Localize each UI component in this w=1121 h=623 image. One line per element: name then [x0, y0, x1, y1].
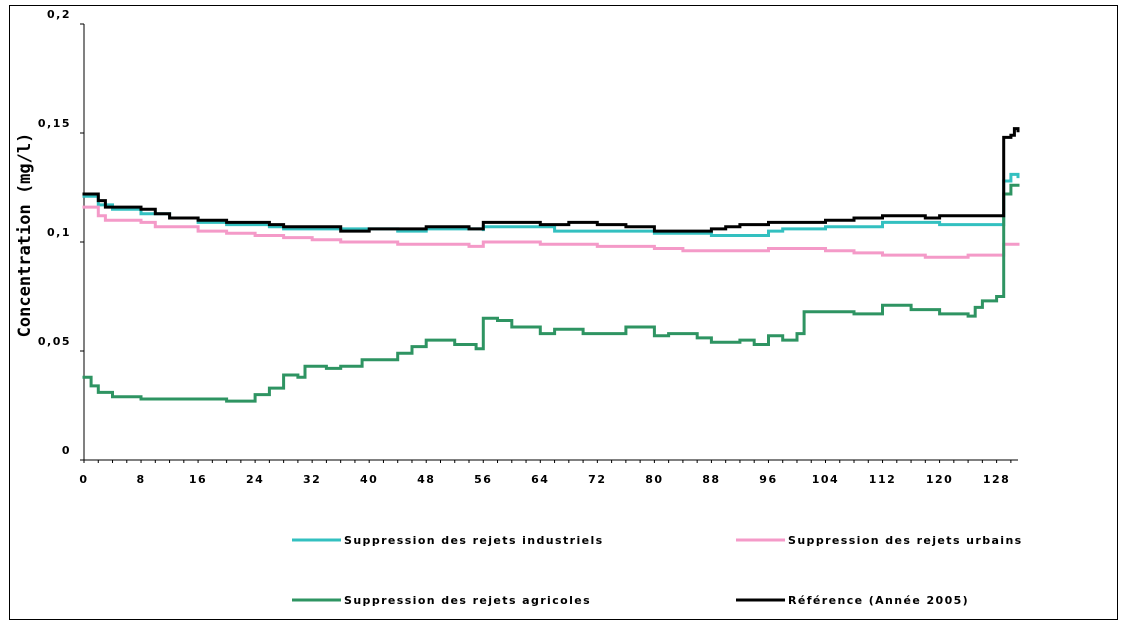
x-tick-label: 96 — [759, 473, 777, 486]
x-tick-label: 56 — [474, 473, 492, 486]
axes: 0 0,05 0,1 0,15 0,2 0 8 16 24 32 40 48 56 64 72 80 88 96 1… — [38, 8, 1018, 486]
y-tick-label: 0,05 — [38, 335, 71, 348]
legend: Suppression des rejets industriels Suppre… — [292, 534, 1023, 607]
x-tick-label: 8 — [136, 473, 145, 486]
y-tick-label: 0,1 — [47, 226, 71, 239]
y-axis-title: Concentration (mg/l) — [15, 133, 35, 338]
x-tick-label: 72 — [588, 473, 606, 486]
x-tick-label: 32 — [303, 473, 321, 486]
series-lines — [84, 129, 1018, 402]
y-tick-label: 0 — [62, 444, 71, 457]
x-tick-label: 80 — [645, 473, 663, 486]
x-tick-label: 24 — [246, 473, 264, 486]
series-line-reference-annee-2005 — [84, 129, 1018, 232]
legend-label: Référence (Année 2005) — [788, 594, 969, 607]
legend-label: Suppression des rejets urbains — [788, 534, 1023, 547]
x-tick-label: 112 — [869, 473, 896, 486]
y-tick-label: 0,15 — [38, 117, 71, 130]
series-line-suppression-des-rejets-urbains — [84, 207, 1018, 257]
x-tick-label: 104 — [812, 473, 839, 486]
legend-label: Suppression des rejets industriels — [344, 534, 604, 547]
x-tick-label: 40 — [360, 473, 378, 486]
x-tick-label: 48 — [417, 473, 435, 486]
x-tick-label: 0 — [79, 473, 88, 486]
y-tick-label: 0,2 — [47, 8, 71, 21]
x-tick-label: 128 — [983, 473, 1010, 486]
x-tick-label: 120 — [926, 473, 953, 486]
x-tick-label: 88 — [702, 473, 720, 486]
x-tick-label: 16 — [189, 473, 207, 486]
series-line-suppression-des-rejets-industriels — [84, 174, 1018, 235]
legend-label: Suppression des rejets agricoles — [344, 594, 591, 607]
x-tick-label: 64 — [531, 473, 549, 486]
